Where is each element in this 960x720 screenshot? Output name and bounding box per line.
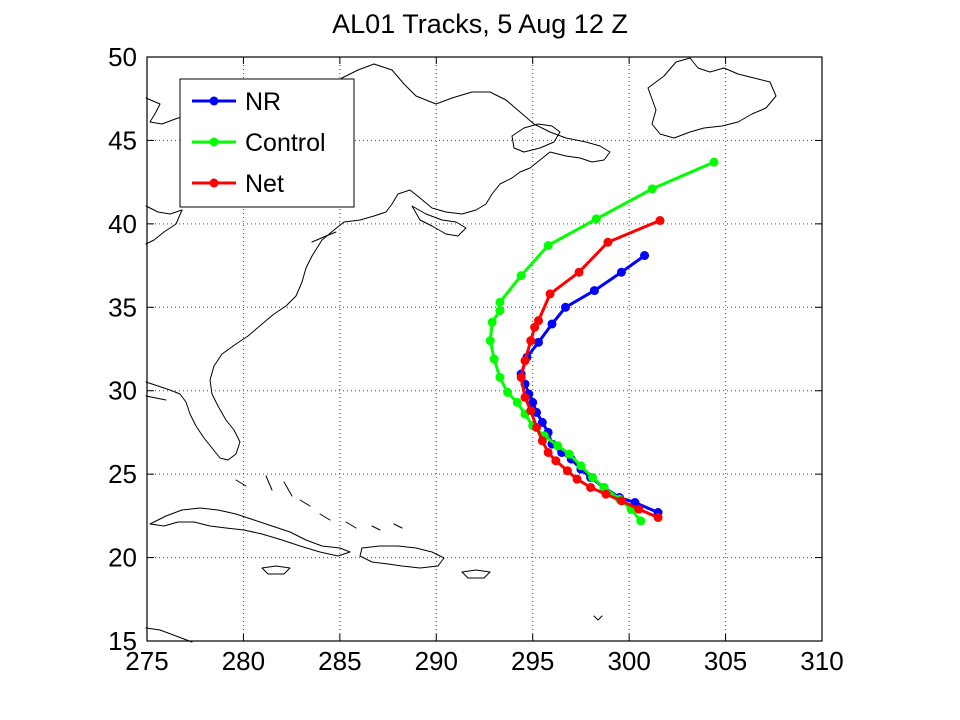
legend: NR Control Net [179,78,355,208]
coastline-puerto-rico [461,569,491,579]
track-point-control [709,157,719,167]
x-tick-label: 290 [415,646,458,676]
y-tick-label: 45 [108,125,137,155]
coastline-south-america [145,627,193,643]
track-point-nr [547,319,557,329]
track-point-net [616,496,626,506]
track-point-control [512,397,522,407]
x-tick-label: 310 [800,646,843,676]
track-point-nr [528,397,538,407]
track-point-control [489,354,499,364]
coastline-antilles [593,615,603,621]
track-point-net [551,456,561,466]
track-point-net [537,436,547,446]
y-tick-label: 25 [108,459,137,489]
track-point-control [591,214,601,224]
y-axis: 15 20 25 30 35 40 45 50 [108,42,822,656]
y-tick-label: 50 [108,42,137,72]
track-point-net [545,289,555,299]
track-point-control [576,461,586,471]
track-point-control [487,317,497,327]
track-line-control [488,160,715,522]
coastline-hispaniola [359,545,445,569]
track-point-net [634,504,644,514]
coastline-newfoundland [647,57,777,139]
track-point-net [653,513,663,523]
x-axis: 275 280 285 290 295 300 305 310 [125,57,844,676]
track-point-control [495,306,505,316]
legend-item-control: Control [192,129,326,157]
coastline-jamaica [261,565,291,575]
x-tick-label: 280 [222,646,265,676]
y-tick-label: 15 [108,626,137,656]
track-point-control [588,472,597,482]
coastline-cuba [149,507,351,557]
track-net [516,216,665,523]
track-point-control [503,387,513,397]
track-point-nr [616,267,626,277]
track-point-nr [561,302,570,312]
x-tick-label: 305 [704,646,747,676]
track-point-control [553,441,563,451]
legend-item-nr: NR [192,88,281,116]
track-point-control [516,271,526,281]
track-point-net [586,482,596,492]
track-point-net [526,336,536,346]
legend-label: Control [245,129,326,157]
track-point-net [603,237,613,247]
track-point-control [495,297,505,307]
track-point-net [520,356,530,366]
x-tick-label: 295 [511,646,554,676]
x-tick-label: 285 [318,646,361,676]
coastline-pei [511,123,561,153]
chart-title: AL01 Tracks, 5 Aug 12 Z [332,9,628,39]
track-point-control [647,184,657,194]
track-point-nr [640,251,650,261]
track-point-net [520,392,530,402]
track-line-net [519,219,661,519]
track-point-control [564,449,574,459]
track-point-nr [534,337,543,347]
track-point-net [526,406,536,416]
legend-item-net: Net [192,170,284,198]
y-tick-label: 30 [108,376,137,406]
track-point-net [516,372,526,382]
track-point-net [543,447,553,457]
legend-label: Net [245,170,284,198]
y-tick-label: 40 [108,209,137,239]
legend-swatch-marker [209,178,219,188]
legend-label: NR [245,88,281,116]
coastline-great-lakes [145,205,183,245]
track-point-control [495,372,505,382]
track-control [485,157,719,526]
track-point-net [574,267,584,277]
track-point-net [572,474,582,484]
coastline-nova-scotia [411,205,467,237]
track-point-net [601,489,611,499]
track-point-net [530,322,540,332]
track-point-control [485,336,495,346]
x-tick-label: 275 [125,646,168,676]
coastline-long-island [311,231,337,243]
track-point-net [534,316,543,326]
track-point-net [532,422,542,432]
track-point-nr [589,286,599,296]
tracks [485,157,719,526]
coastline-bahamas [235,475,403,531]
legend-swatch-marker [209,137,219,147]
track-point-control [636,516,646,526]
track-point-net [655,216,665,226]
plot-area [146,56,823,642]
x-tick-label: 300 [607,646,650,676]
track-point-control [543,241,553,251]
y-tick-label: 35 [108,292,137,322]
y-tick-label: 20 [108,543,137,573]
legend-swatch-marker [209,96,219,106]
track-point-net [562,466,572,476]
coastline-gulf [145,395,167,401]
